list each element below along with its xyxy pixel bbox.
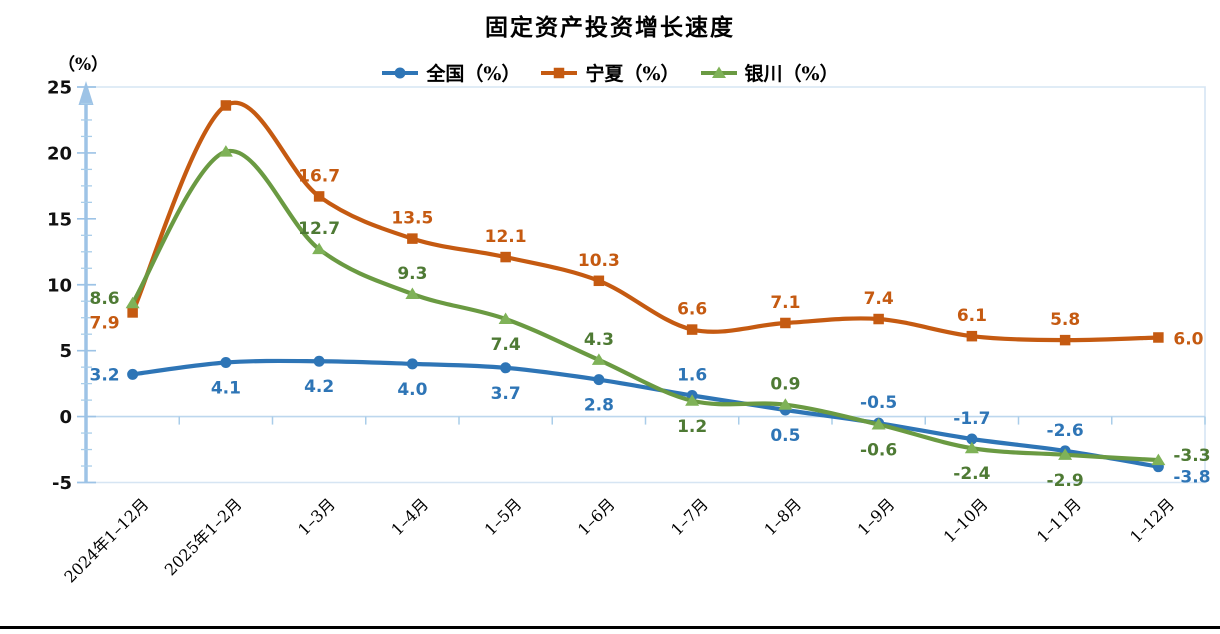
svg-text:-2.4: -2.4 [953,464,990,484]
svg-text:1–4月: 1–4月 [387,494,432,539]
svg-text:1.2: 1.2 [677,417,707,437]
y-axis-unit-label: （%） [58,55,109,75]
svg-text:1–11月: 1–11月 [1033,494,1085,546]
svg-text:1–3月: 1–3月 [294,494,339,539]
svg-text:1–9月: 1–9月 [854,494,899,539]
svg-text:12.7: 12.7 [298,219,340,239]
svg-text:1.6: 1.6 [677,365,707,385]
svg-text:1–6月: 1–6月 [574,494,619,539]
chart-legend: 全国（%） 宁夏（%） 银川（%） [0,59,1220,86]
svg-text:4.0: 4.0 [397,380,427,400]
svg-text:6.1: 6.1 [957,306,987,326]
svg-text:2.8: 2.8 [584,396,614,416]
svg-text:4.1: 4.1 [211,379,241,399]
svg-text:5: 5 [59,341,72,362]
svg-text:10.3: 10.3 [578,251,620,271]
svg-text:4.3: 4.3 [584,330,614,350]
svg-text:1–7月: 1–7月 [667,494,712,539]
svg-text:2024年1–12月: 2024年1–12月 [60,494,152,586]
svg-text:25: 25 [47,78,72,99]
svg-text:0.9: 0.9 [770,375,800,395]
legend-marker-triangle-icon [700,66,737,78]
svg-text:2025年1–2月: 2025年1–2月 [161,494,246,579]
svg-text:20: 20 [47,143,72,164]
svg-text:1–5月: 1–5月 [481,494,526,539]
svg-text:-2.6: -2.6 [1047,421,1084,441]
legend-item-ningxia: 宁夏（%） [540,59,680,86]
svg-text:-3.3: -3.3 [1173,446,1210,466]
legend-marker-circle-icon [382,67,419,78]
svg-text:9.3: 9.3 [397,264,427,284]
svg-text:1–10月: 1–10月 [940,494,992,546]
chart-title: 固定资产投资增长速度 [485,14,735,41]
svg-text:-0.6: -0.6 [860,440,897,460]
svg-text:3.7: 3.7 [491,384,521,404]
svg-text:15: 15 [47,209,72,230]
legend-label-yinchuan: 银川（%） [744,63,839,85]
svg-text:4.2: 4.2 [304,377,334,397]
svg-text:3.2: 3.2 [90,365,120,385]
svg-text:-0.5: -0.5 [860,393,897,413]
svg-text:6.6: 6.6 [677,300,707,320]
svg-text:-2.9: -2.9 [1047,471,1084,491]
svg-text:7.4: 7.4 [864,289,894,309]
svg-text:0: 0 [59,407,72,428]
svg-text:1–8月: 1–8月 [760,494,805,539]
bottom-rule [0,626,1220,629]
svg-text:7.4: 7.4 [491,335,521,355]
svg-text:8.6: 8.6 [90,289,120,309]
legend-label-quanguo: 全国（%） [426,63,521,85]
svg-text:-1.7: -1.7 [953,409,990,429]
svg-text:10: 10 [47,275,72,296]
legend-label-ningxia: 宁夏（%） [585,63,680,85]
svg-text:5.8: 5.8 [1050,310,1080,330]
svg-text:-5: -5 [52,473,72,494]
svg-text:16.7: 16.7 [298,166,340,186]
svg-text:7.1: 7.1 [770,293,800,313]
legend-item-quanguo: 全国（%） [381,59,520,86]
svg-text:13.5: 13.5 [391,209,433,229]
svg-text:12.1: 12.1 [485,227,527,247]
svg-text:0.5: 0.5 [770,426,800,446]
legend-marker-square-icon [541,67,578,78]
svg-text:6.0: 6.0 [1173,329,1203,349]
svg-text:1–12月: 1–12月 [1126,494,1178,546]
legend-item-yinchuan: 银川（%） [700,59,839,86]
svg-text:7.9: 7.9 [90,313,120,333]
svg-text:-3.8: -3.8 [1173,468,1210,488]
